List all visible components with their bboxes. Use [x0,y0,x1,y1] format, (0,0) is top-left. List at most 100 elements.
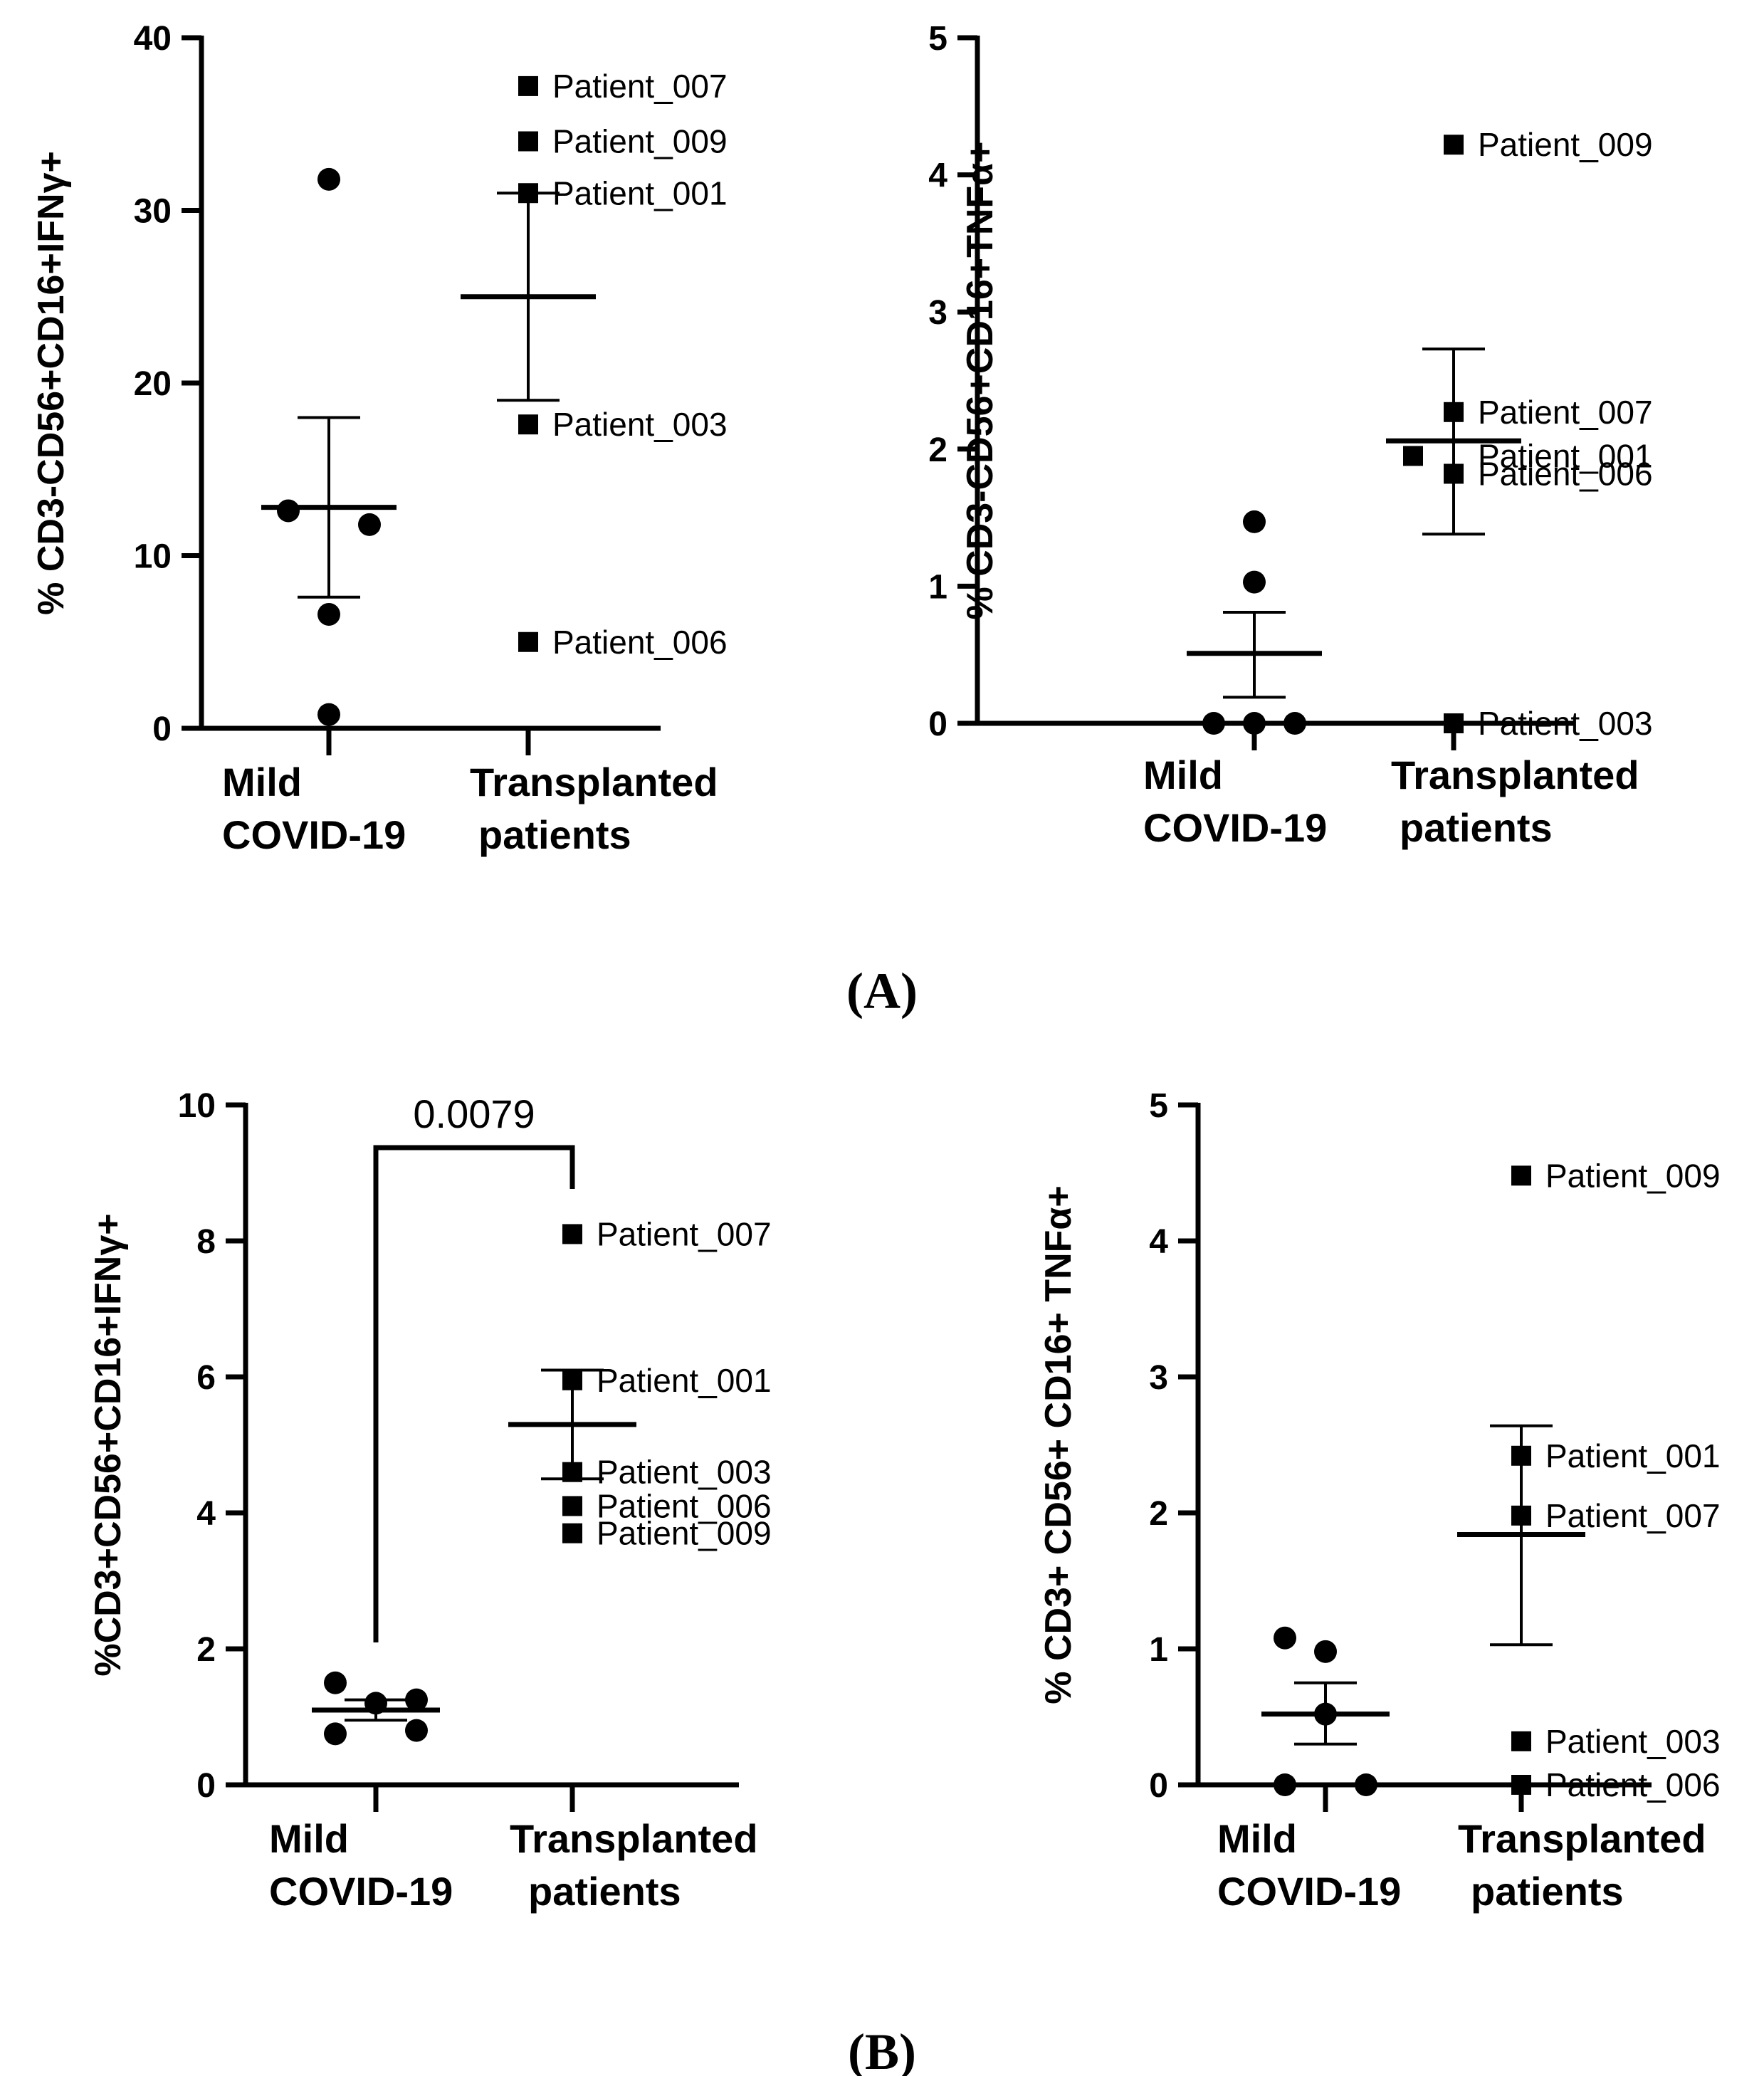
mild-point [317,703,340,726]
category-label: Mild [1143,753,1223,797]
significance-bracket [373,1145,575,1642]
y-tick-label: 4 [196,1495,216,1533]
patient-label: Patient_009 [597,1515,772,1552]
patient-label: Patient_007 [552,68,728,105]
transplant-point [1444,402,1464,422]
y-tick-label: 0 [152,711,172,748]
chart-a-ifng: 0 10 20 30 40 Mild COVID-19 Transplanted patient… [31,20,728,857]
patient-label: Patient_009 [552,123,728,160]
patient-label: Patient_009 [1478,126,1653,163]
transplant-point [1444,713,1464,733]
transplant-point [1444,463,1464,484]
patient-label: Patient_007 [597,1215,772,1252]
mild-point [317,602,340,626]
transplant-point [1511,1731,1531,1751]
patient-label: Patient_001 [597,1362,772,1399]
p-value-label: 0.0079 [413,1091,535,1136]
y-tick-label: 10 [134,538,172,576]
category-label: Transplanted [470,760,718,804]
y-axis-title: % CD3+ CD56+ CD16+ TNFα+ [1038,1185,1079,1704]
patient-label: Patient_007 [1545,1497,1721,1534]
category-label: Mild [1217,1816,1297,1861]
transplant-point [1511,1165,1531,1186]
transplant-point [562,1224,582,1244]
y-axis-title: % CD3-CD56+CD16+IFNγ+ [31,151,72,615]
mild-point [1202,712,1225,735]
patient-label: Patient_007 [1478,394,1653,431]
transplant-point [562,1370,582,1390]
chart-b-tnfa: 0 1 2 3 4 5 Mild COVID-19 Transplanted patients % … [1038,1087,1721,1914]
patient-label: Patient_001 [1545,1437,1721,1474]
category-label: Mild [269,1816,349,1861]
y-axis-title: %CD3+CD56+CD16+IFNγ+ [88,1213,129,1676]
transplant-point [1403,446,1423,466]
y-tick-label: 4 [1149,1223,1168,1261]
mild-point [1243,570,1266,594]
category-label: patients [528,1869,681,1914]
patient-label: Patient_003 [552,406,728,443]
category-label: COVID-19 [1217,1869,1401,1914]
category-label: patients [1400,805,1553,850]
y-tick-label: 0 [928,706,947,743]
mild-point [364,1692,387,1715]
panel-label-a: (A) [846,963,918,1019]
y-tick-label: 3 [928,294,947,332]
mild-point [1274,1773,1296,1796]
mild-point [1274,1626,1296,1650]
mild-point [405,1688,428,1711]
transplant-point [562,1523,582,1543]
category-label: Transplanted [510,1816,758,1861]
y-tick-label: 6 [196,1359,216,1397]
patient-label: Patient_003 [1545,1723,1721,1760]
y-tick-label: 5 [928,20,947,58]
transplant-point [1511,1505,1531,1526]
patient-label: Patient_006 [1545,1766,1721,1803]
chart-b-ifng: 0 2 4 6 8 10 Mild COVID-19 Transplanted patients%… [88,1087,772,1914]
patient-label: Patient_009 [1545,1157,1721,1194]
patient-label: Patient_001 [1478,437,1653,474]
mild-point [1314,1702,1337,1726]
panel-label-b: (B) [848,2023,916,2076]
mild-point [405,1719,428,1742]
transplant-point [518,131,538,152]
transplant-point [518,631,538,652]
category-label: patients [1471,1869,1624,1914]
category-label: COVID-19 [269,1869,453,1914]
transplant-point [518,183,538,204]
mild-point [1314,1640,1337,1663]
patient-label: Patient_001 [552,174,728,211]
y-tick-label: 2 [928,431,947,469]
y-tick-label: 2 [1149,1495,1168,1533]
y-tick-label: 40 [134,20,172,58]
y-tick-label: 0 [196,1767,216,1805]
patient-label: Patient_006 [597,1487,772,1524]
y-tick-label: 20 [134,365,172,403]
y-tick-label: 1 [1149,1631,1168,1669]
transplant-point [562,1462,582,1482]
category-label: patients [478,812,631,857]
y-tick-label: 3 [1149,1359,1168,1397]
y-tick-label: 4 [928,157,947,195]
y-tick-label: 2 [196,1631,216,1669]
y-tick-label: 0 [1149,1767,1168,1805]
mild-point [277,499,300,523]
y-tick-label: 8 [196,1223,216,1261]
y-tick-label: 5 [1149,1087,1168,1125]
transplant-point [1511,1775,1531,1795]
transplant-point [1511,1445,1531,1466]
transplant-point [1444,135,1464,155]
mild-point [1283,712,1306,735]
category-label: COVID-19 [1143,805,1327,850]
chart-a-tnfa: 0 1 2 3 4 5 Mild COVID-19 Transplanted patients % … [928,20,1652,850]
patient-label: Patient_006 [1478,455,1653,492]
category-label: Transplanted [1458,1816,1706,1861]
y-tick-label: 30 [134,193,172,231]
patient-label: Patient_003 [1478,705,1653,742]
transplant-point [518,75,538,96]
mild-point [358,513,381,536]
transplant-point [518,414,538,435]
category-label: Mild [222,760,302,804]
y-axis-title: % CD3-CD56+CD16+TNFα+ [960,141,1001,619]
